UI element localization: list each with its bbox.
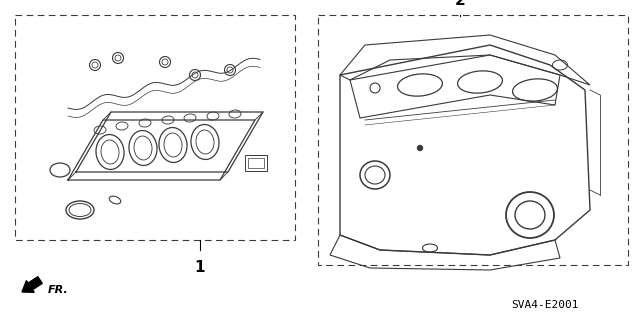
- Text: 1: 1: [195, 260, 205, 275]
- Text: SVA4-E2001: SVA4-E2001: [511, 300, 579, 310]
- Bar: [245, 155, 267, 171]
- Ellipse shape: [417, 145, 422, 151]
- Bar: [15, 15, 295, 240]
- Bar: [318, 15, 628, 265]
- FancyArrow shape: [22, 277, 42, 292]
- Text: 2: 2: [454, 0, 465, 8]
- Text: FR.: FR.: [48, 285, 68, 295]
- Bar: [248, 158, 264, 168]
